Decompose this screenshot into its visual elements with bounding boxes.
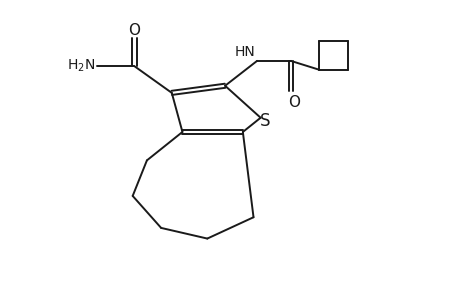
- Text: HN: HN: [234, 45, 254, 59]
- Text: S: S: [259, 112, 269, 130]
- Text: O: O: [288, 94, 300, 110]
- Text: H$_2$N: H$_2$N: [67, 58, 95, 74]
- Text: O: O: [128, 23, 140, 38]
